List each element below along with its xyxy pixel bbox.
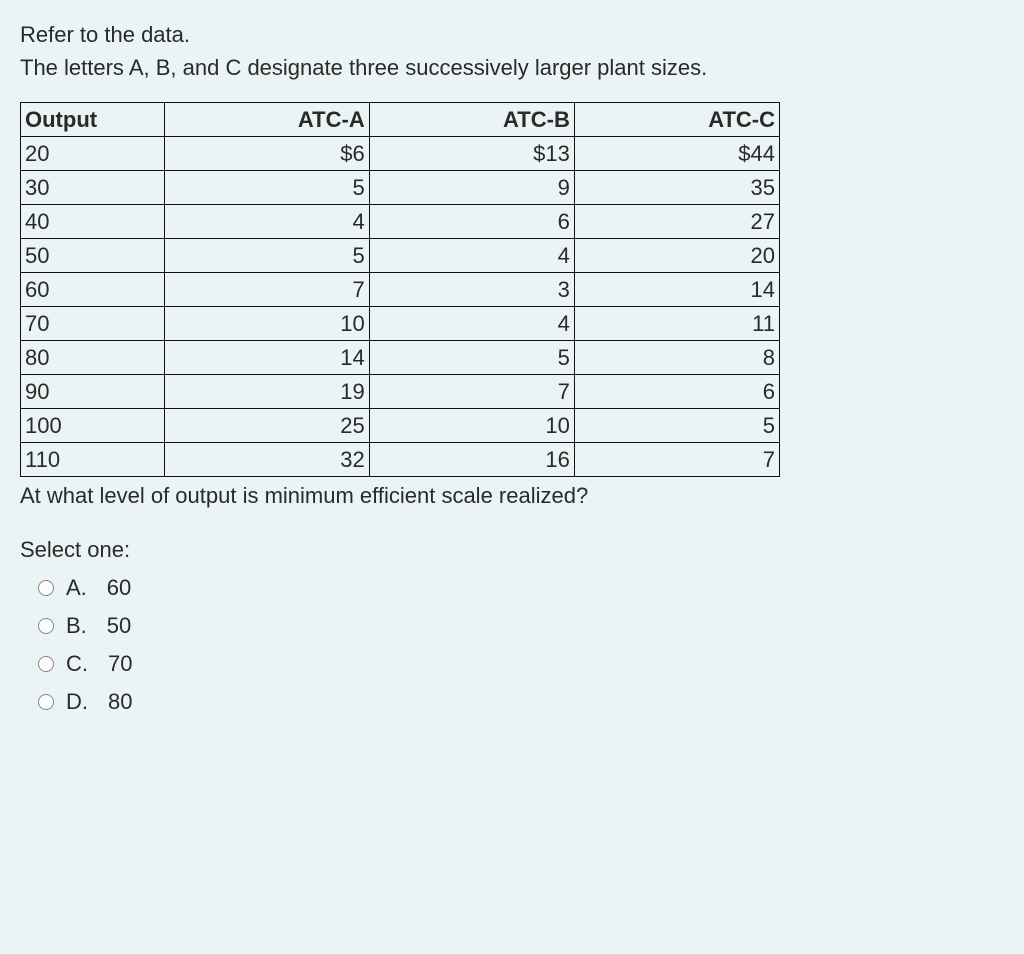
table-cell: 4 xyxy=(369,239,574,273)
atc-table: Output ATC-A ATC-B ATC-C 20$6$13$4430593… xyxy=(20,102,780,477)
col-header-atc-a: ATC-A xyxy=(164,103,369,137)
option-value: 50 xyxy=(107,613,131,639)
table-cell: 32 xyxy=(164,443,369,477)
table-cell: 70 xyxy=(21,307,165,341)
table-cell: 5 xyxy=(574,409,779,443)
intro-line-1: Refer to the data. xyxy=(20,18,1004,51)
table-cell: 16 xyxy=(369,443,574,477)
table-row: 801458 xyxy=(21,341,780,375)
table-cell: 6 xyxy=(369,205,574,239)
table-cell: 90 xyxy=(21,375,165,409)
option-row[interactable]: A. 60 xyxy=(38,575,1004,601)
table-cell: 10 xyxy=(369,409,574,443)
radio-icon[interactable] xyxy=(38,618,54,634)
option-row[interactable]: C. 70 xyxy=(38,651,1004,677)
table-row: 7010411 xyxy=(21,307,780,341)
table-cell: 3 xyxy=(369,273,574,307)
col-header-atc-b: ATC-B xyxy=(369,103,574,137)
table-cell: 4 xyxy=(164,205,369,239)
table-cell: 100 xyxy=(21,409,165,443)
question-text: At what level of output is minimum effic… xyxy=(20,483,1004,509)
option-letter: A. xyxy=(66,575,87,601)
option-row[interactable]: B. 50 xyxy=(38,613,1004,639)
table-cell: 50 xyxy=(21,239,165,273)
options-list: A. 60 B. 50 C. 70 D. 80 xyxy=(20,575,1004,715)
option-letter: B. xyxy=(66,613,87,639)
table-row: 607314 xyxy=(21,273,780,307)
table-row: 305935 xyxy=(21,171,780,205)
table-header-row: Output ATC-A ATC-B ATC-C xyxy=(21,103,780,137)
table-cell: 20 xyxy=(574,239,779,273)
radio-icon[interactable] xyxy=(38,656,54,672)
table-cell: 40 xyxy=(21,205,165,239)
table-cell: 6 xyxy=(574,375,779,409)
intro-line-2: The letters A, B, and C designate three … xyxy=(20,51,1004,84)
table-cell: $13 xyxy=(369,137,574,171)
table-cell: 60 xyxy=(21,273,165,307)
table-cell: 20 xyxy=(21,137,165,171)
table-cell: 19 xyxy=(164,375,369,409)
table-row: 901976 xyxy=(21,375,780,409)
option-row[interactable]: D. 80 xyxy=(38,689,1004,715)
table-row: 404627 xyxy=(21,205,780,239)
table-cell: 5 xyxy=(164,171,369,205)
table-body: 20$6$13$44305935404627505420607314701041… xyxy=(21,137,780,477)
radio-icon[interactable] xyxy=(38,580,54,596)
col-header-atc-c: ATC-C xyxy=(574,103,779,137)
table-cell: 14 xyxy=(164,341,369,375)
table-cell: 7 xyxy=(164,273,369,307)
table-cell: 11 xyxy=(574,307,779,341)
table-cell: $6 xyxy=(164,137,369,171)
option-value: 70 xyxy=(108,651,132,677)
table-cell: 27 xyxy=(574,205,779,239)
table-cell: 9 xyxy=(369,171,574,205)
table-cell: 10 xyxy=(164,307,369,341)
table-row: 11032167 xyxy=(21,443,780,477)
table-row: 505420 xyxy=(21,239,780,273)
table-cell: 35 xyxy=(574,171,779,205)
option-value: 60 xyxy=(107,575,131,601)
table-cell: 110 xyxy=(21,443,165,477)
table-cell: $44 xyxy=(574,137,779,171)
table-cell: 14 xyxy=(574,273,779,307)
option-letter: D. xyxy=(66,689,88,715)
table-row: 20$6$13$44 xyxy=(21,137,780,171)
intro-text: Refer to the data. The letters A, B, and… xyxy=(20,18,1004,84)
table-cell: 7 xyxy=(574,443,779,477)
table-cell: 25 xyxy=(164,409,369,443)
table-cell: 4 xyxy=(369,307,574,341)
option-letter: C. xyxy=(66,651,88,677)
select-one-label: Select one: xyxy=(20,537,1004,563)
col-header-output: Output xyxy=(21,103,165,137)
table-cell: 5 xyxy=(369,341,574,375)
table-cell: 7 xyxy=(369,375,574,409)
table-cell: 30 xyxy=(21,171,165,205)
radio-icon[interactable] xyxy=(38,694,54,710)
table-cell: 8 xyxy=(574,341,779,375)
option-value: 80 xyxy=(108,689,132,715)
table-cell: 5 xyxy=(164,239,369,273)
table-cell: 80 xyxy=(21,341,165,375)
table-row: 10025105 xyxy=(21,409,780,443)
